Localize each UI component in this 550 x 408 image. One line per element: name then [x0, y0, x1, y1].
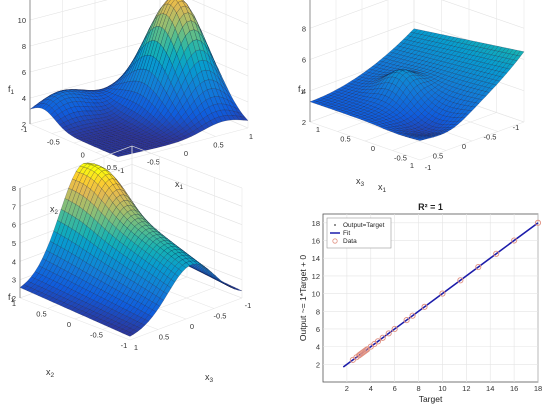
y-axis-label: x3	[205, 372, 214, 384]
y-tick-label: -1	[245, 301, 252, 310]
y-tick-label: 4	[316, 343, 320, 352]
z-tick-label: 4	[22, 94, 26, 103]
z-axis-label-sub: 1	[301, 89, 305, 96]
surface-patch	[235, 289, 242, 291]
y-axis-label-sub: 2	[55, 209, 59, 216]
x-axis-label-sub: 2	[51, 372, 55, 379]
y-tick-label: -0.5	[214, 312, 227, 321]
x-tick-label: -1	[425, 163, 432, 172]
z-tick-label: 7	[12, 202, 16, 211]
legend-marker-output-target	[334, 224, 336, 226]
x-tick-label: 10	[438, 384, 446, 393]
surface-mesh	[310, 29, 524, 141]
y-tick-label: 8	[316, 307, 320, 316]
y-axis-label-sub: 3	[210, 377, 214, 384]
x-axis-label: x1	[175, 179, 184, 191]
x-tick-label: -0.5	[394, 154, 407, 163]
y-tick-label: -1	[21, 125, 28, 134]
y-tick-label: 18	[312, 219, 320, 228]
y-tick-label: 0	[462, 142, 466, 151]
z-axis-label: f1	[8, 84, 15, 96]
x-tick-label: 4	[369, 384, 373, 393]
y-axis-label: Output ~= 1*Target + 0	[298, 255, 308, 342]
x-tick-label: 1	[316, 125, 320, 134]
y-axis-label-sub: 3	[361, 181, 365, 188]
z-tick-label: 8	[22, 42, 26, 51]
y-axis-label: x3	[356, 176, 365, 188]
x-axis: 2 4 6 8 10 12 14 16 18 Target	[345, 384, 542, 404]
y-tick-label: 1	[134, 343, 138, 352]
x-tick-label: 0.5	[340, 135, 350, 144]
z-tick-label: 4	[12, 257, 16, 266]
y-tick-label: -0.5	[47, 138, 60, 147]
x-tick-label: -1	[121, 341, 128, 350]
x-tick-label: 18	[534, 384, 542, 393]
z-axis-label-sub: 1	[11, 89, 15, 96]
y-tick-label: 2	[316, 360, 320, 369]
x-tick-label: 8	[416, 384, 420, 393]
z-axis: 2345678f1	[8, 184, 20, 304]
z-tick-label: 6	[12, 221, 16, 230]
z-tick-label: 8	[302, 24, 306, 33]
x-axis-label-sub: 1	[383, 187, 387, 194]
y-tick-label: 1	[410, 161, 414, 170]
y-tick-label: 6	[316, 325, 320, 334]
chart-title: R² = 1	[418, 202, 443, 212]
x-axis-label: Target	[419, 394, 443, 404]
z-tick-label: 2	[302, 118, 306, 127]
x-tick-label: 12	[462, 384, 470, 393]
legend-label: Output=Target	[343, 222, 385, 229]
x-tick-label: 1	[12, 299, 16, 308]
y-tick-label: 0.5	[433, 152, 443, 161]
x-tick-label: -0.5	[147, 158, 160, 167]
x-tick-label: 6	[393, 384, 397, 393]
x-tick-label: 2	[345, 384, 349, 393]
y-tick-label: 0	[81, 150, 85, 159]
x-tick-label: 16	[510, 384, 518, 393]
x-tick-label: 0	[184, 149, 188, 158]
y-tick-label: 12	[312, 272, 320, 281]
y-tick-label: -0.5	[484, 133, 497, 142]
x-tick-label: 0.5	[213, 141, 223, 150]
z-tick-label: 10	[298, 0, 306, 2]
x-axis-label: x2	[46, 367, 55, 379]
x-tick-label: -0.5	[90, 331, 103, 340]
z-axis: 24681012f1	[8, 0, 30, 129]
x-axis-label-sub: 1	[180, 184, 184, 191]
x-axis-label: x1	[378, 182, 387, 194]
x-tick-label: 1	[249, 132, 253, 141]
z-tick-label: 5	[12, 239, 16, 248]
z-tick-label: 6	[302, 56, 306, 65]
y-tick-label: 10	[312, 290, 320, 299]
y-axis: 2 4 6 8 10 12 14 16 18 Output ~= 1*Target + 0	[298, 219, 320, 369]
regression-plot: 2 4 6 8 10 12 14 16 18 Target 2 4 6 8 10 12 14 16 18 Output…	[298, 202, 542, 404]
y-tick-label: 0	[190, 322, 194, 331]
x-tick-label: 0	[371, 144, 375, 153]
grid-line	[310, 0, 524, 28]
z-tick-label: 3	[12, 276, 16, 285]
y-axis-label: x2	[50, 204, 59, 216]
x-tick-label: 14	[486, 384, 494, 393]
legend-label: Fit	[343, 230, 350, 237]
x-tick-label: 0	[67, 320, 71, 329]
z-tick-label: 10	[18, 16, 26, 25]
y-tick-label: 14	[312, 254, 320, 263]
z-tick-label: 8	[12, 184, 16, 193]
z-tick-label: 6	[22, 68, 26, 77]
x-tick-label: 0.5	[36, 310, 46, 319]
y-tick-label: 16	[312, 237, 320, 246]
legend-label: Data	[343, 238, 357, 245]
y-tick-label: 0.5	[159, 333, 169, 342]
y-tick-label: -1	[513, 123, 520, 132]
z-axis: 2 4 6 8 10 f1	[298, 0, 310, 127]
